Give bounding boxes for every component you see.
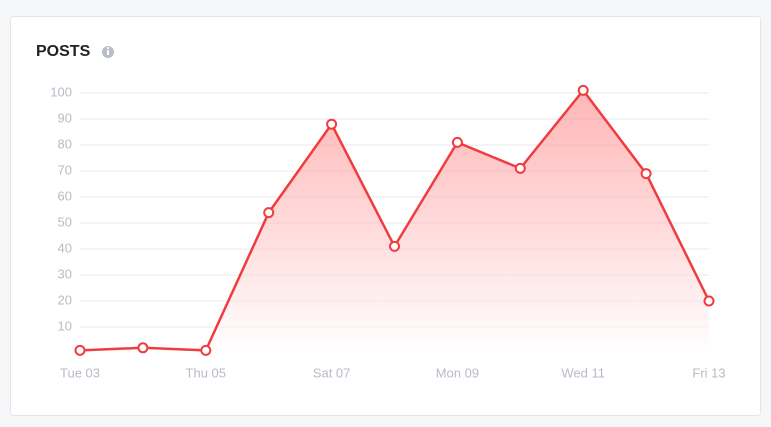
point: [514, 162, 526, 174]
x-tick-label: Sat 07: [313, 365, 351, 380]
y-tick-label: 40: [58, 240, 72, 255]
point: [640, 168, 652, 180]
y-tick-label: 60: [58, 188, 72, 203]
x-tick-label: Tue 03: [60, 365, 100, 380]
y-tick-label: 30: [58, 266, 72, 281]
x-tick-label: Mon 09: [436, 365, 479, 380]
point: [389, 240, 400, 252]
point: [74, 344, 86, 356]
point: [703, 295, 715, 307]
x-tick-label: Wed 11: [561, 365, 605, 380]
point: [137, 342, 149, 354]
y-tick-label: 10: [58, 318, 72, 333]
y-tick-label: 100: [50, 84, 72, 99]
y-tick-label: 20: [58, 292, 72, 307]
y-tick-label: 90: [58, 110, 72, 125]
x-tick-label: Fri 13: [692, 365, 725, 380]
info-icon[interactable]: [102, 46, 114, 58]
point: [451, 136, 463, 148]
y-tick-label: 70: [58, 162, 72, 177]
x-tick-label: Thu 05: [186, 365, 226, 380]
chart-title: POSTS: [36, 43, 91, 60]
point: [577, 84, 589, 96]
point: [326, 118, 338, 130]
y-tick-label: 50: [58, 214, 72, 229]
point: [200, 344, 212, 356]
area: [80, 90, 709, 354]
point: [263, 207, 275, 219]
plot: 10 20 30 40 50 60 70 80 90 100 Tue 03 Thu 05 Sat 07 M…: [50, 84, 725, 380]
y-tick-label: 80: [58, 136, 72, 151]
